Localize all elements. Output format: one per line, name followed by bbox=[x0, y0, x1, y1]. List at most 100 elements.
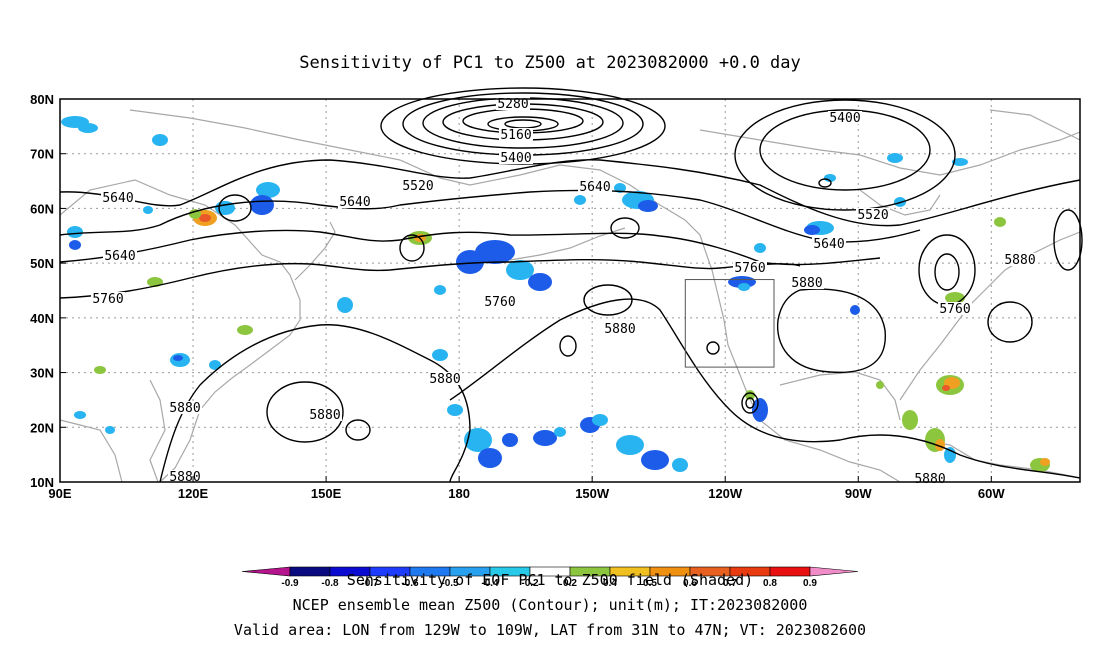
sensitivity-patch bbox=[237, 325, 253, 335]
sensitivity-patch bbox=[672, 458, 688, 472]
coastline-india bbox=[59, 419, 123, 483]
lon-tick-label: 150E bbox=[311, 486, 342, 501]
contour-line bbox=[59, 229, 881, 266]
lon-tick-label: 120E bbox=[178, 486, 209, 501]
sensitivity-patch bbox=[752, 398, 768, 422]
contour-label: 5880 bbox=[604, 322, 635, 337]
colorbar-label: -0.8 bbox=[321, 578, 339, 589]
contour-label: 5880 bbox=[169, 401, 200, 416]
contour-ring bbox=[559, 335, 577, 357]
footer-line-valid-area: Valid area: LON from 129W to 109W, LAT f… bbox=[234, 621, 866, 639]
sensitivity-shading bbox=[61, 116, 1050, 472]
contour-label-background bbox=[938, 302, 972, 315]
map-background bbox=[60, 99, 1080, 482]
contour-label: 5640 bbox=[102, 191, 133, 206]
contour-line bbox=[776, 288, 886, 374]
sensitivity-patch bbox=[533, 430, 557, 446]
lat-tick-label: 50N bbox=[30, 256, 54, 271]
contour-label-background bbox=[428, 372, 462, 385]
contour-label: 5760 bbox=[484, 295, 515, 310]
sensitivity-patch bbox=[850, 305, 860, 315]
colorbar-label: -0.4 bbox=[481, 578, 499, 589]
contour-label-background bbox=[496, 97, 530, 110]
colorbar-label: -0.9 bbox=[281, 578, 299, 589]
contour-label-background bbox=[103, 249, 137, 262]
contour-label: 5400 bbox=[500, 151, 531, 166]
contour-label-background bbox=[603, 322, 637, 335]
lat-tick-label: 10N bbox=[30, 475, 54, 490]
contour-label-background bbox=[338, 195, 372, 208]
contour-line bbox=[59, 258, 801, 299]
sensitivity-patch bbox=[256, 182, 280, 198]
contour-label-background bbox=[856, 208, 890, 221]
colorbar-label: 0.5 bbox=[643, 578, 657, 589]
figure-title: Sensitivity of PC1 to Z500 at 2023082000… bbox=[299, 53, 801, 73]
colorbar-label: 0.9 bbox=[803, 578, 817, 589]
contour-label-background bbox=[812, 237, 846, 250]
colorbar: -0.9 -0.8 -0.7 -0.6 -0.5 -0.4 -0.2 0.2 0.4 0.5 0.6… bbox=[241, 566, 859, 589]
coastline-greenland bbox=[989, 109, 1081, 141]
coastline-canada-arctic bbox=[699, 129, 1081, 176]
contour-label-background bbox=[828, 111, 862, 124]
contour-ring bbox=[583, 284, 633, 316]
lon-tick-label: 60W bbox=[978, 486, 1005, 501]
sensitivity-patch bbox=[143, 206, 153, 214]
contour-label: 5280 bbox=[497, 97, 528, 112]
contour-line bbox=[59, 189, 921, 243]
colorbar-label: 0.4 bbox=[603, 578, 617, 589]
sensitivity-patch bbox=[69, 240, 81, 250]
sensitivity-patch bbox=[894, 197, 906, 207]
colorbar-segment bbox=[769, 566, 811, 577]
sensitivity-patch bbox=[616, 435, 644, 455]
sensitivity-patch bbox=[574, 195, 586, 205]
coastline-alaska bbox=[559, 164, 706, 251]
contour-label: 5640 bbox=[813, 237, 844, 252]
sensitivity-patch bbox=[478, 448, 502, 468]
map-frame bbox=[59, 98, 1081, 483]
colorbar-label: -0.7 bbox=[361, 578, 379, 589]
colorbar-label: -0.2 bbox=[521, 578, 539, 589]
contour-label: 5640 bbox=[579, 180, 610, 195]
sensitivity-patch bbox=[337, 297, 353, 313]
sensitivity-patch bbox=[432, 349, 448, 361]
contour-line bbox=[59, 159, 1081, 227]
coastline-arctic-siberia bbox=[129, 109, 561, 186]
contour-label-background bbox=[1003, 253, 1037, 266]
colorbar-segment bbox=[289, 566, 331, 577]
sensitivity-patch bbox=[804, 225, 820, 235]
contour-label: 5760 bbox=[939, 302, 970, 317]
sensitivity-patch bbox=[464, 428, 492, 452]
contour-ring bbox=[759, 109, 931, 191]
sensitivity-patch bbox=[152, 134, 168, 146]
sensitivity-patch bbox=[638, 200, 658, 212]
footer-line-shading: Sensitivity of EOF PC1 to Z500 field (Sh… bbox=[347, 571, 753, 589]
sensitivity-patch bbox=[215, 201, 235, 215]
coastline-hudson-bay bbox=[859, 189, 941, 216]
contour-label-background bbox=[483, 295, 517, 308]
sensitivity-patch bbox=[935, 439, 945, 451]
sensitivity-patch bbox=[447, 404, 463, 416]
contour-ring bbox=[399, 234, 425, 262]
sensitivity-patch bbox=[434, 285, 446, 295]
sensitivity-patch bbox=[105, 426, 115, 434]
lon-tick-label: 90E bbox=[48, 486, 71, 501]
coastline-north-america-east bbox=[899, 231, 1081, 401]
lon-tick-label: 180 bbox=[448, 486, 470, 501]
contour-ring bbox=[745, 397, 755, 409]
sensitivity-patch bbox=[952, 158, 968, 166]
sensitivity-patch bbox=[745, 390, 755, 400]
colorbar-label: -0.6 bbox=[401, 578, 419, 589]
sensitivity-patch bbox=[502, 433, 518, 447]
contour-ring bbox=[818, 178, 832, 188]
lon-tick-label: 120W bbox=[708, 486, 743, 501]
contour-ring bbox=[706, 341, 720, 355]
colorbar-label: 0.2 bbox=[563, 578, 577, 589]
lat-tick-label: 60N bbox=[30, 201, 54, 216]
longitude-tick-labels: 90E 120E 150E 180 150W 120W 90W 60W bbox=[48, 476, 1005, 501]
sensitivity-patch bbox=[173, 355, 183, 361]
colorbar-label: 0.8 bbox=[763, 578, 777, 589]
lat-tick-label: 70N bbox=[30, 147, 54, 162]
contour-label-background bbox=[168, 401, 202, 414]
contour-label: 5880 bbox=[791, 276, 822, 291]
